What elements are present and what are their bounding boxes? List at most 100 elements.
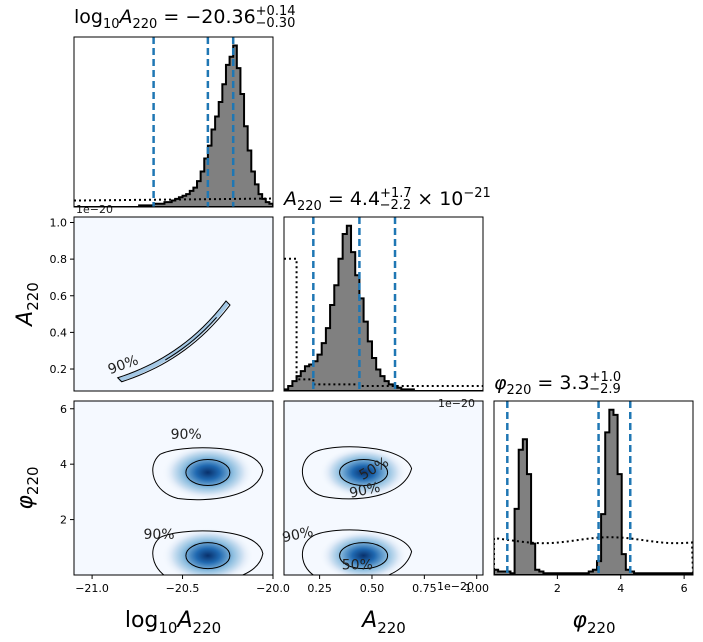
x-A-ticklabel: 0.50 (360, 582, 385, 595)
posterior-fill (284, 225, 483, 391)
hidden-offset-label: 1e−20 (438, 397, 475, 410)
prior-outline (74, 197, 273, 202)
posterior-fill (494, 409, 693, 575)
axes-frame (283, 216, 484, 392)
contour-label: 90% (281, 524, 315, 546)
density-blob (319, 529, 408, 575)
contour-90 (152, 447, 264, 501)
axis-sub: 220 (24, 466, 42, 495)
posterior-outline (284, 224, 483, 391)
y-A-ticklabel: 0.4 (50, 326, 68, 339)
axis-sub10: 10 (158, 619, 177, 637)
title-A: A220 = 4.4+1.7 −2.2 × 10−21 (282, 186, 491, 214)
contour-label: 90% (171, 427, 202, 443)
y-phi-ticklabel: 2 (60, 514, 67, 527)
x-axis-label-A: A220 (360, 608, 406, 637)
contour-90 (116, 300, 231, 383)
y-A-ticklabel: 1.0 (50, 216, 68, 229)
hidden-offset-label: 1e−20 (76, 203, 113, 216)
histogram-A (284, 217, 483, 391)
contour-90 (152, 530, 264, 575)
axes-frame (283, 400, 484, 576)
x-A-ticklabel: 0.25 (307, 582, 332, 595)
axis-var: φ (572, 608, 587, 633)
axis-var: A (13, 311, 38, 328)
posterior-outline (494, 408, 693, 575)
x-log10A-ticklabel: −20.0 (256, 582, 290, 595)
title-var: A (118, 6, 133, 28)
contour-90 (301, 529, 413, 575)
x-log10A-ticklabel: −21.0 (75, 582, 109, 595)
density-blob (161, 444, 254, 501)
y-axis-label-phi: φ220 (13, 466, 42, 509)
title-lower: −0.30 (256, 16, 296, 31)
axes-frame (493, 400, 694, 576)
axis-sub: 220 (587, 619, 616, 637)
contour-label: 90% (143, 527, 174, 543)
axis-sub: 220 (24, 282, 42, 311)
title-log10A: log10A220 = −20.36+0.14 −0.30 (74, 4, 296, 32)
y-phi-ticklabel: 6 (60, 403, 67, 416)
prior-outline (494, 536, 693, 575)
x-phi-ticklabel: 4 (617, 582, 624, 595)
panel-2-0 (152, 444, 264, 575)
panels-layer: 90%90%90%50%90%90%50%−21.0 −20.5 −20.0 0.25… (13, 4, 694, 637)
contour-label: 50% (342, 557, 373, 573)
title-sub10: 10 (103, 17, 120, 32)
title-sub: 220 (133, 17, 158, 32)
y-A-ticklabel: 0.8 (50, 253, 68, 266)
x-A-ticklabel: 1.00 (464, 582, 489, 595)
contour-50 (185, 542, 231, 570)
title-var: φ (494, 372, 507, 394)
x-offset-label: 1e−20 (437, 580, 474, 593)
axes-frame (73, 400, 274, 576)
x-log10A-ticklabel: −20.5 (166, 582, 200, 595)
axis-var: A (175, 608, 192, 633)
title-upper: +0.14 (256, 4, 296, 19)
x-A-ticklabel: 0.75 (412, 582, 437, 595)
contour-90 (301, 446, 413, 500)
title-upper: +1.0 (590, 370, 622, 385)
title-upper: +1.7 (380, 186, 412, 201)
title-exp: −21 (463, 186, 490, 201)
x-phi-ticklabel: 6 (681, 582, 688, 595)
axis-var: φ (13, 495, 38, 510)
title-value: = −20.36 (157, 6, 255, 28)
title-phi: φ220 = 3.3+1.0 −2.9 (494, 370, 621, 398)
panel-2-1 (301, 446, 413, 575)
title-var: A (282, 188, 297, 210)
title-value: = 3.3 (531, 372, 589, 394)
axis-sub: 220 (193, 619, 222, 637)
y-A-ticklabel: 0.2 (50, 363, 68, 376)
title-sub: 220 (507, 383, 532, 398)
title-suffix: × 10 (411, 188, 463, 210)
axis-prefix: log (125, 608, 159, 633)
density-blob (319, 446, 408, 499)
histogram-log10A (74, 37, 273, 207)
axis-sub: 220 (377, 619, 406, 637)
y-axis-label-A: A220 (13, 282, 42, 328)
y-phi-ticklabel: 4 (60, 458, 67, 471)
posterior-fill (74, 45, 273, 207)
title-value: = 4.4 (322, 188, 380, 210)
x-axis-label-phi: φ220 (572, 608, 615, 637)
x-axis-label-log10A: log10A220 (125, 608, 221, 637)
title-lower: −2.9 (589, 382, 621, 397)
panel-1-0 (116, 300, 231, 383)
density-blob (161, 527, 254, 575)
axes-frame (73, 36, 274, 208)
axis-var: A (360, 608, 377, 633)
contour-label: 90% (348, 480, 382, 502)
contour-50 (339, 542, 389, 570)
contour-50 (165, 317, 217, 361)
title-lower: −2.2 (380, 198, 412, 213)
posterior-outline (74, 44, 273, 207)
density-background (74, 217, 273, 391)
contour-50 (185, 458, 231, 486)
x-phi-ticklabel: 2 (554, 582, 561, 595)
y-A-ticklabel: 0.6 (50, 290, 68, 303)
contour-50 (339, 458, 389, 486)
axes-frame (73, 216, 274, 392)
histogram-phi (494, 401, 693, 575)
